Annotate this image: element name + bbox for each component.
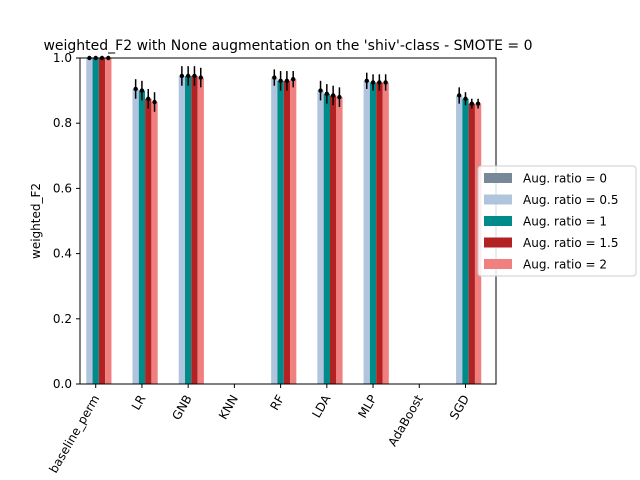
y-tick-label: 0.2 [53, 312, 72, 326]
mean-marker [146, 96, 151, 101]
x-axis: baseline_perm LR GNB KNN RF LDA MLP AdaBoost SGD [46, 384, 472, 475]
bar [376, 82, 383, 384]
x-tick-label: RF [267, 392, 287, 412]
mean-marker [337, 94, 342, 100]
bar [191, 75, 198, 385]
legend-label: Aug. ratio = 1 [523, 215, 607, 229]
mean-marker [152, 99, 157, 105]
bar [363, 80, 370, 384]
x-tick-label: MLP [355, 393, 379, 421]
mean-marker [383, 80, 388, 85]
bar [138, 90, 146, 384]
bar [105, 58, 112, 384]
mean-marker [278, 78, 283, 84]
mean-marker [475, 101, 481, 106]
bar [145, 98, 152, 384]
y-axis-label: weighted_F2 [29, 183, 43, 259]
y-tick-label: 0.8 [53, 116, 72, 130]
x-tick-label: LDA [309, 392, 333, 420]
error-bars-layer [87, 55, 481, 112]
chart-title: weighted_F2 with None augmentation on th… [43, 38, 532, 54]
mean-marker [179, 73, 185, 79]
y-tick-label: 0.4 [53, 247, 72, 261]
bar [151, 102, 158, 384]
legend-swatch [484, 216, 512, 226]
bar [271, 77, 278, 384]
bar [369, 82, 377, 384]
bar [468, 103, 475, 384]
mean-marker [318, 88, 323, 93]
bars-layer [86, 58, 482, 385]
mean-marker [192, 73, 197, 79]
x-tick-label: baseline_perm [46, 393, 102, 476]
bar [317, 90, 324, 384]
legend-swatch [484, 237, 512, 248]
bar [323, 93, 330, 385]
mean-marker [324, 91, 330, 97]
bar [283, 80, 291, 384]
bar [462, 98, 469, 384]
legend-swatch [484, 259, 512, 269]
legend-label: Aug. ratio = 1.5 [523, 236, 619, 250]
y-tick-label: 0.0 [53, 377, 72, 391]
mean-marker [291, 76, 296, 82]
legend-label: Aug. ratio = 0 [523, 172, 607, 186]
mean-marker [330, 93, 336, 98]
x-tick-label: SGD [447, 393, 472, 423]
mean-marker [364, 78, 369, 84]
mean-marker [456, 93, 462, 98]
bar [277, 80, 284, 384]
legend: Aug. ratio = 0 Aug. ratio = 0.5 Aug. ratio… [477, 165, 637, 277]
mean-marker [377, 80, 382, 85]
mean-marker [463, 96, 468, 101]
x-tick-label: GNB [169, 393, 194, 423]
mean-marker [139, 88, 145, 93]
bar [329, 95, 337, 385]
mean-marker [198, 75, 203, 80]
y-tick-label: 0.6 [53, 181, 72, 195]
bar [336, 97, 343, 385]
x-tick-label: AdaBoost [385, 392, 426, 448]
mean-marker [133, 86, 138, 92]
bar [86, 58, 93, 384]
legend-label: Aug. ratio = 2 [523, 258, 607, 272]
bar [382, 82, 389, 384]
bar [92, 58, 99, 384]
bar [197, 77, 204, 384]
legend-frame [477, 165, 637, 277]
mean-marker [185, 73, 191, 79]
legend-swatch [484, 173, 512, 183]
bar [178, 75, 186, 385]
x-tick-label: LR [129, 393, 149, 413]
bar [185, 75, 192, 385]
bar [132, 88, 139, 384]
legend-swatch [484, 194, 512, 205]
mean-marker [272, 75, 277, 80]
bar [98, 58, 106, 384]
mean-marker [370, 80, 376, 85]
x-tick-label: KNN [216, 393, 241, 422]
mean-marker [284, 78, 290, 84]
bar [456, 95, 463, 385]
y-tick-label: 1.0 [53, 51, 72, 65]
y-axis: 0.0 0.2 0.4 0.6 0.8 1.0 [53, 51, 80, 391]
bar [290, 79, 297, 384]
mean-marker [469, 101, 474, 106]
legend-label: Aug. ratio = 0.5 [523, 193, 619, 207]
